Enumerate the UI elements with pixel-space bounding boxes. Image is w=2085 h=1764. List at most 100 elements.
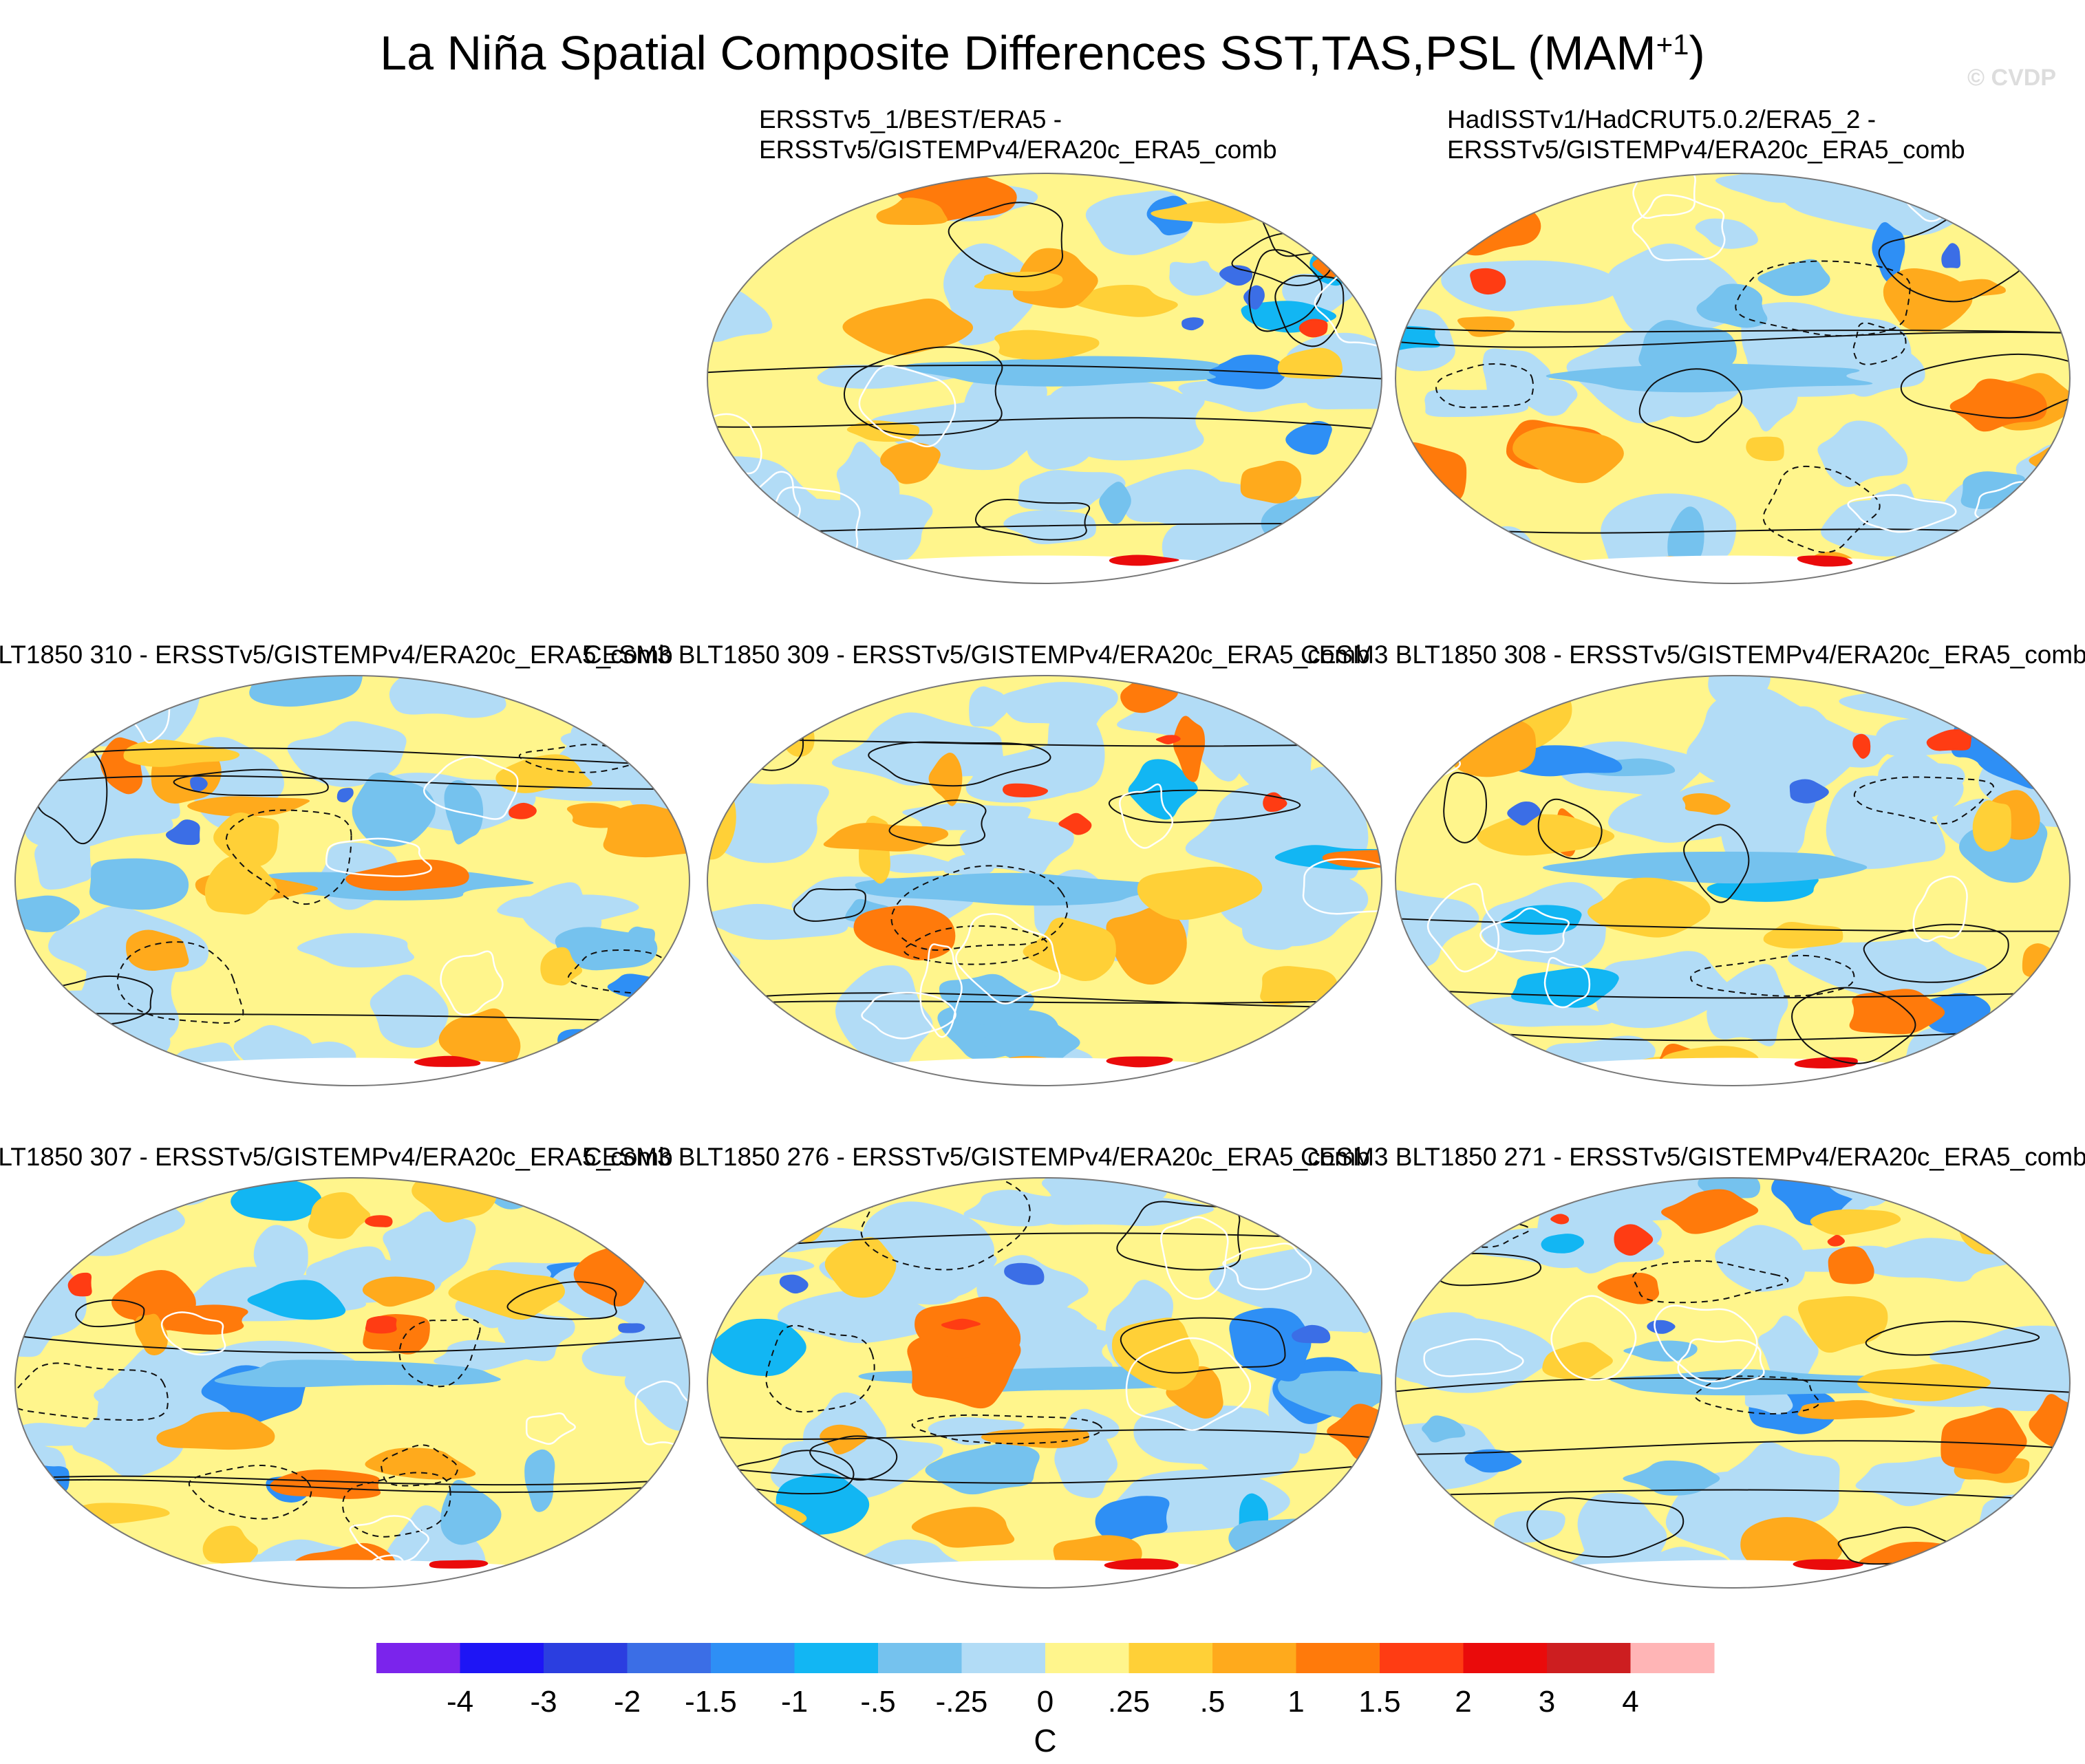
colorbar-swatch [1547, 1643, 1631, 1673]
antarctica-land [146, 1057, 559, 1086]
panel-title-7: CESM3 BLT1850 276 - ERSSTv5/GISTEMPv4/ER… [584, 1143, 1370, 1171]
anomaly-patch [1398, 184, 1500, 239]
anomaly-patch [969, 686, 1008, 727]
map-panel-3 [14, 675, 690, 1086]
anomaly-patch [253, 1225, 308, 1285]
anomaly-patch [1523, 379, 1578, 416]
colorbar-swatch [1212, 1643, 1296, 1673]
anomaly-patch [1983, 1187, 2070, 1243]
psl-contour [1853, 776, 1994, 825]
anomaly-patch [1972, 800, 2012, 852]
anomaly-patch [1058, 813, 1092, 835]
anomaly-patch [1003, 510, 1097, 545]
anomaly-patch [1798, 1296, 1888, 1353]
anomaly-patch [1241, 901, 1307, 950]
coastline [423, 755, 519, 820]
anomaly-patch [1025, 392, 1205, 461]
colorbar-label: 4 [1622, 1685, 1638, 1719]
anomaly-patch [1409, 173, 1464, 205]
anomaly-patch [1985, 1536, 2070, 1588]
colorbar-unit: C [1034, 1723, 1056, 1758]
psl-contour [707, 1429, 1382, 1440]
psl-contour [1396, 326, 2070, 334]
coastline [337, 1554, 413, 1588]
psl-contour [15, 1478, 689, 1494]
anomaly-patch [187, 796, 310, 817]
map-frame [707, 1177, 1382, 1589]
psl-contour [1248, 249, 1323, 332]
anomaly-patch [1978, 1494, 2070, 1544]
anomaly-patch [820, 1424, 868, 1455]
panel-title-2: HadISSTv1/HadCRUT5.0.2/ERA5_2 - ERSSTv5/G… [1447, 105, 1965, 164]
anomaly-patch [555, 927, 658, 971]
anomaly-patch [297, 933, 415, 968]
colorbar-swatch [711, 1643, 795, 1673]
panel-title-8: CESM3 BLT1850 271 - ERSSTv5/GISTEMPv4/ER… [1301, 1143, 2085, 1171]
anomaly-patch [885, 854, 956, 874]
anomaly-patch [782, 545, 856, 576]
colorbar-swatch [878, 1643, 962, 1673]
anomaly-patch [498, 1311, 575, 1362]
colorbar-swatch [961, 1643, 1046, 1673]
coastline [1222, 1243, 1312, 1291]
anomaly-patch [1550, 1214, 1570, 1225]
anomaly-patch [941, 1318, 981, 1331]
psl-contour [1638, 368, 1743, 443]
anomaly-patch [1793, 1559, 1863, 1571]
anomaly-patch [1987, 1005, 2070, 1068]
psl-contour [225, 809, 352, 905]
anomaly-patch [707, 186, 771, 216]
coastline [1550, 1295, 1637, 1381]
psl-contour [1396, 1440, 2070, 1456]
anomaly-patch [1413, 173, 1480, 199]
anomaly-patch [1477, 814, 1615, 856]
psl-contour [1865, 1320, 2040, 1356]
anomaly-patch [1958, 1218, 2055, 1255]
psl-contour [1116, 1201, 1241, 1271]
anomaly-patch [495, 754, 592, 793]
anomaly-patch [1095, 1496, 1170, 1542]
anomaly-patch [1099, 482, 1131, 524]
anomaly-patch [1857, 1364, 1991, 1401]
anomaly-patch [1661, 1189, 1759, 1234]
anomaly-patch [135, 1313, 168, 1355]
anomaly-patch [126, 929, 189, 971]
anomaly-patch [1169, 261, 1228, 296]
psl-contour [1791, 987, 1916, 1064]
anomaly-patch [1696, 283, 1768, 328]
psl-contour [518, 744, 643, 773]
anomaly-patch [1826, 775, 1946, 870]
anomaly-patch [89, 858, 189, 910]
colorbar-swatch [1630, 1643, 1715, 1673]
anomaly-patch [1470, 268, 1506, 295]
anomaly-patch [1695, 218, 1758, 249]
psl-contour [860, 1178, 1031, 1271]
anomaly-patch [1437, 225, 1486, 246]
anomaly-patch [581, 1326, 689, 1377]
map-frame [1395, 1177, 2071, 1589]
psl-contour [1120, 1317, 1286, 1374]
colorbar-swatch [1380, 1643, 1464, 1673]
anomaly-patch [1240, 460, 1302, 504]
anomaly-patch [842, 298, 974, 356]
anomaly-patch [429, 1560, 489, 1569]
anomaly-patch [2053, 233, 2070, 250]
psl-contour [1108, 789, 1301, 824]
coastline [525, 1412, 576, 1445]
anomaly-patch [1457, 316, 1515, 337]
coastline [861, 991, 956, 1040]
psl-contour [1632, 1260, 1789, 1304]
psl-contour [398, 1318, 481, 1388]
colorbar-swatch [1045, 1643, 1129, 1673]
coastline [858, 365, 956, 448]
anomaly-patch [2035, 1235, 2070, 1271]
colorbar-swatch [1296, 1643, 1380, 1673]
anomaly-patch [758, 677, 830, 719]
psl-contour [707, 364, 1382, 380]
colorbar-swatch [794, 1643, 879, 1673]
anomaly-patch [1763, 922, 1843, 949]
map-panel-2 [1395, 173, 2071, 584]
psl-contour [568, 949, 689, 994]
anomaly-patch [1715, 1225, 1806, 1292]
anomaly-patch [1794, 1057, 1858, 1068]
